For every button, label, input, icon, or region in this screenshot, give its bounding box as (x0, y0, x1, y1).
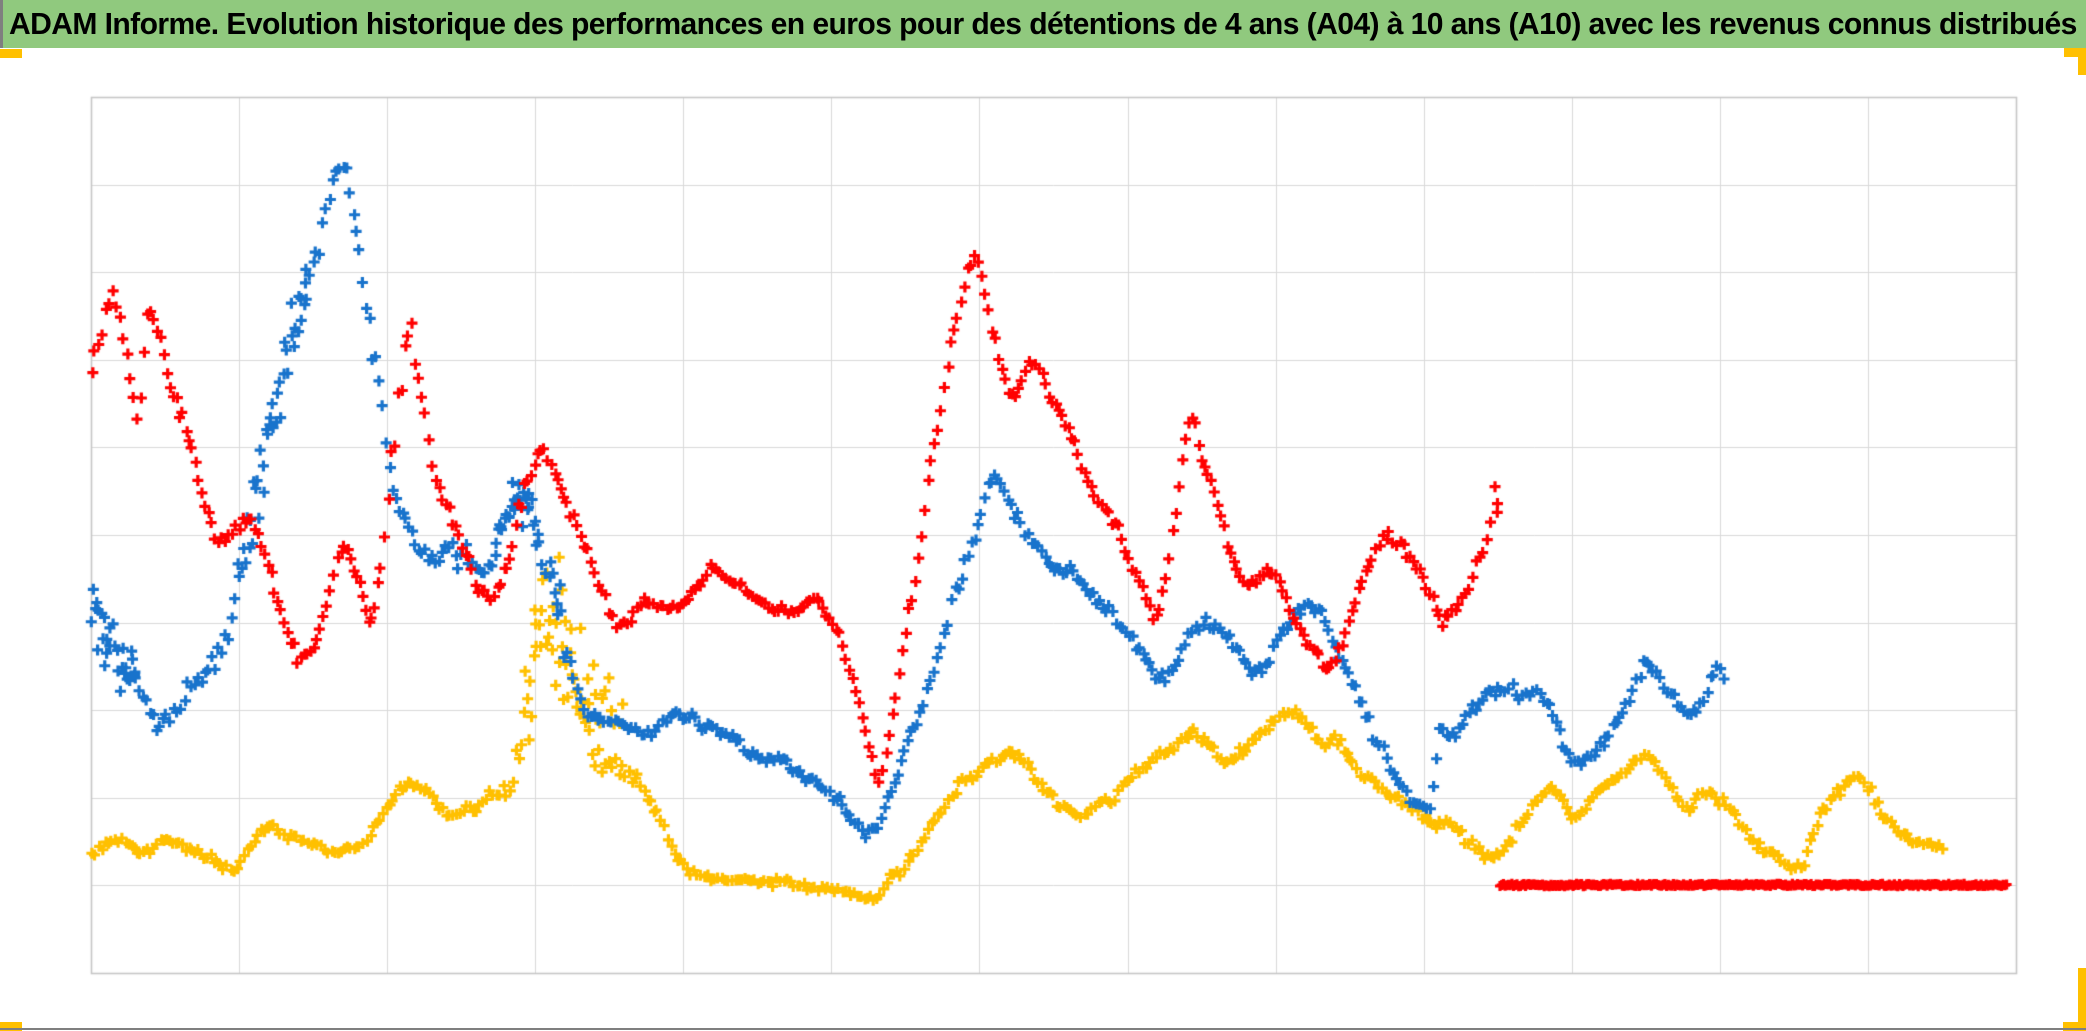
window-bottom-edge (0, 1028, 2086, 1030)
corner-accent-top-right (2064, 48, 2086, 57)
corner-accent-top-left (0, 49, 22, 58)
left-edge-strip (0, 0, 3, 48)
page-title: ADAM Informe. Evolution historique des p… (9, 6, 2077, 41)
corner-accent-bottom-right-stub (2078, 968, 2086, 1031)
corner-accent-bottom-left (0, 1022, 22, 1031)
title-bar: ADAM Informe. Evolution historique des p… (0, 0, 2086, 48)
corner-accent-bottom-right (2063, 1022, 2086, 1031)
corner-accent-top-right-stub (2078, 48, 2086, 75)
